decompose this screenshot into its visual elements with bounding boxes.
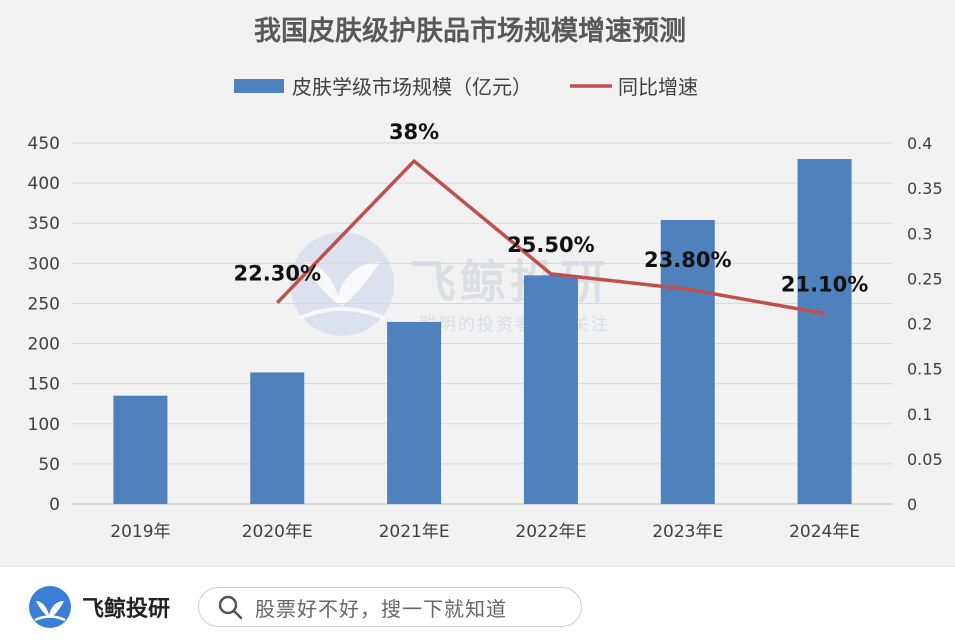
y-right-tick-label: 0 <box>907 495 917 514</box>
y-right-axis: 0 0.05 0.1 0.15 0.2 0.25 0.3 0.35 0.4 <box>907 134 943 514</box>
y-right-tick-label: 0.2 <box>907 315 932 334</box>
line-series: 22.30% 38% 25.50% 23.80% 21.10% <box>234 120 868 316</box>
data-label: 38% <box>389 120 439 144</box>
legend-bar-label: 皮肤学级市场规模（亿元） <box>292 75 532 99</box>
legend-bar-swatch <box>234 79 284 93</box>
x-tick-label: 2021年E <box>379 522 450 542</box>
x-tick-label: 2020年E <box>242 522 313 542</box>
y-left-tick-label: 100 <box>28 415 60 435</box>
y-left-tick-label: 200 <box>28 335 60 355</box>
search-icon <box>218 595 243 620</box>
whale-tail-watermark-icon <box>304 262 380 306</box>
watermark-logo <box>290 232 394 336</box>
legend: 皮肤学级市场规模（亿元） 同比增速 <box>234 75 698 99</box>
bar <box>523 275 578 504</box>
growth-line <box>275 159 825 316</box>
data-label: 23.80% <box>644 248 731 272</box>
bar <box>113 395 168 504</box>
chart: 我国皮肤级护肤品市场规模增速预测 皮肤学级市场规模（亿元） 同比增速 飞鲸投研 … <box>28 15 943 542</box>
chart-title: 我国皮肤级护肤品市场规模增速预测 <box>254 15 686 47</box>
y-left-tick-label: 400 <box>28 174 60 194</box>
x-tick-label: 2019年 <box>110 522 170 542</box>
y-right-tick-label: 0.15 <box>907 360 943 379</box>
bar <box>797 159 852 505</box>
bar-series <box>113 159 852 505</box>
watermark: 飞鲸投研 聪明的投资者都在关注 <box>290 232 610 336</box>
data-label: 21.10% <box>781 273 868 297</box>
search-input[interactable]: 股票好不好，搜一下就知道 <box>198 587 582 627</box>
y-right-tick-label: 0.1 <box>907 405 932 424</box>
y-left-axis: 0 50 100 150 200 250 300 350 400 450 <box>28 134 60 515</box>
y-left-tick-label: 50 <box>38 455 60 475</box>
y-right-tick-label: 0.05 <box>907 450 943 469</box>
brand[interactable]: 飞鲸投研 <box>28 585 170 629</box>
x-tick-label: 2022年E <box>515 522 586 542</box>
x-axis: 2019年 2020年E 2021年E 2022年E 2023年E 2024年E <box>110 522 860 542</box>
y-left-tick-label: 150 <box>28 375 60 395</box>
search-placeholder: 股票好不好，搜一下就知道 <box>255 596 507 621</box>
y-left-tick-label: 300 <box>28 254 60 274</box>
gridlines <box>72 142 893 505</box>
x-tick-label: 2023年E <box>652 522 723 542</box>
y-right-tick-label: 0.35 <box>907 179 943 198</box>
y-left-tick-label: 0 <box>49 495 60 515</box>
data-label: 22.30% <box>234 262 321 286</box>
footer-bar: 飞鲸投研 股票好不好，搜一下就知道 <box>0 566 955 644</box>
bar <box>387 321 442 504</box>
y-left-tick-label: 350 <box>28 214 60 234</box>
brand-name: 飞鲸投研 <box>82 597 171 622</box>
bar <box>250 372 305 504</box>
whale-tail-logo-icon <box>29 586 71 628</box>
x-tick-label: 2024年E <box>789 522 860 542</box>
y-left-tick-label: 450 <box>28 134 60 154</box>
legend-line-label: 同比增速 <box>618 75 698 99</box>
data-label: 25.50% <box>507 233 594 257</box>
y-right-tick-label: 0.25 <box>907 269 943 288</box>
y-right-tick-label: 0.3 <box>907 224 932 243</box>
watermark-slogan: 聪明的投资者都在关注 <box>420 315 610 335</box>
y-left-tick-label: 250 <box>28 294 60 314</box>
bar <box>660 220 715 504</box>
y-right-tick-label: 0.4 <box>907 134 932 153</box>
